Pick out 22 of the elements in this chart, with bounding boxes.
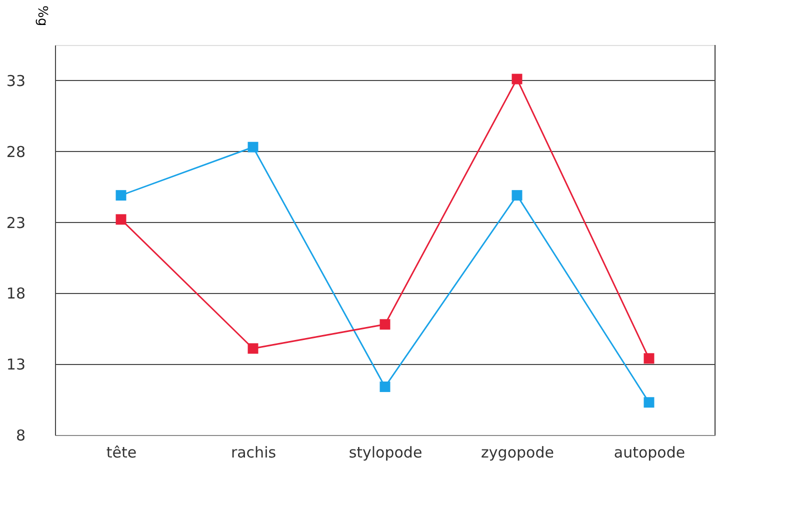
x-tick-label: stylopode — [348, 444, 422, 462]
y-tick-label: 23 — [6, 214, 26, 232]
x-tick-label: zygopode — [481, 444, 554, 462]
x-tick-label: tête — [106, 444, 137, 462]
x-tick-label: autopode — [614, 444, 686, 462]
point — [380, 382, 390, 392]
point — [644, 397, 654, 408]
point — [512, 74, 522, 84]
point — [380, 319, 390, 330]
point — [116, 190, 126, 201]
y-axis-title: %g — [34, 6, 50, 26]
point — [116, 214, 126, 225]
point — [248, 142, 258, 152]
y-tick-label: 18 — [6, 284, 26, 303]
y-tick-label: 8 — [16, 426, 26, 444]
point — [644, 353, 654, 364]
point — [248, 343, 258, 354]
y-tick-label: 13 — [6, 356, 26, 374]
point — [512, 190, 522, 201]
y-tick-label: 33 — [6, 72, 26, 90]
x-tick-label: rachis — [230, 444, 276, 462]
y-tick-label: 28 — [6, 142, 26, 161]
